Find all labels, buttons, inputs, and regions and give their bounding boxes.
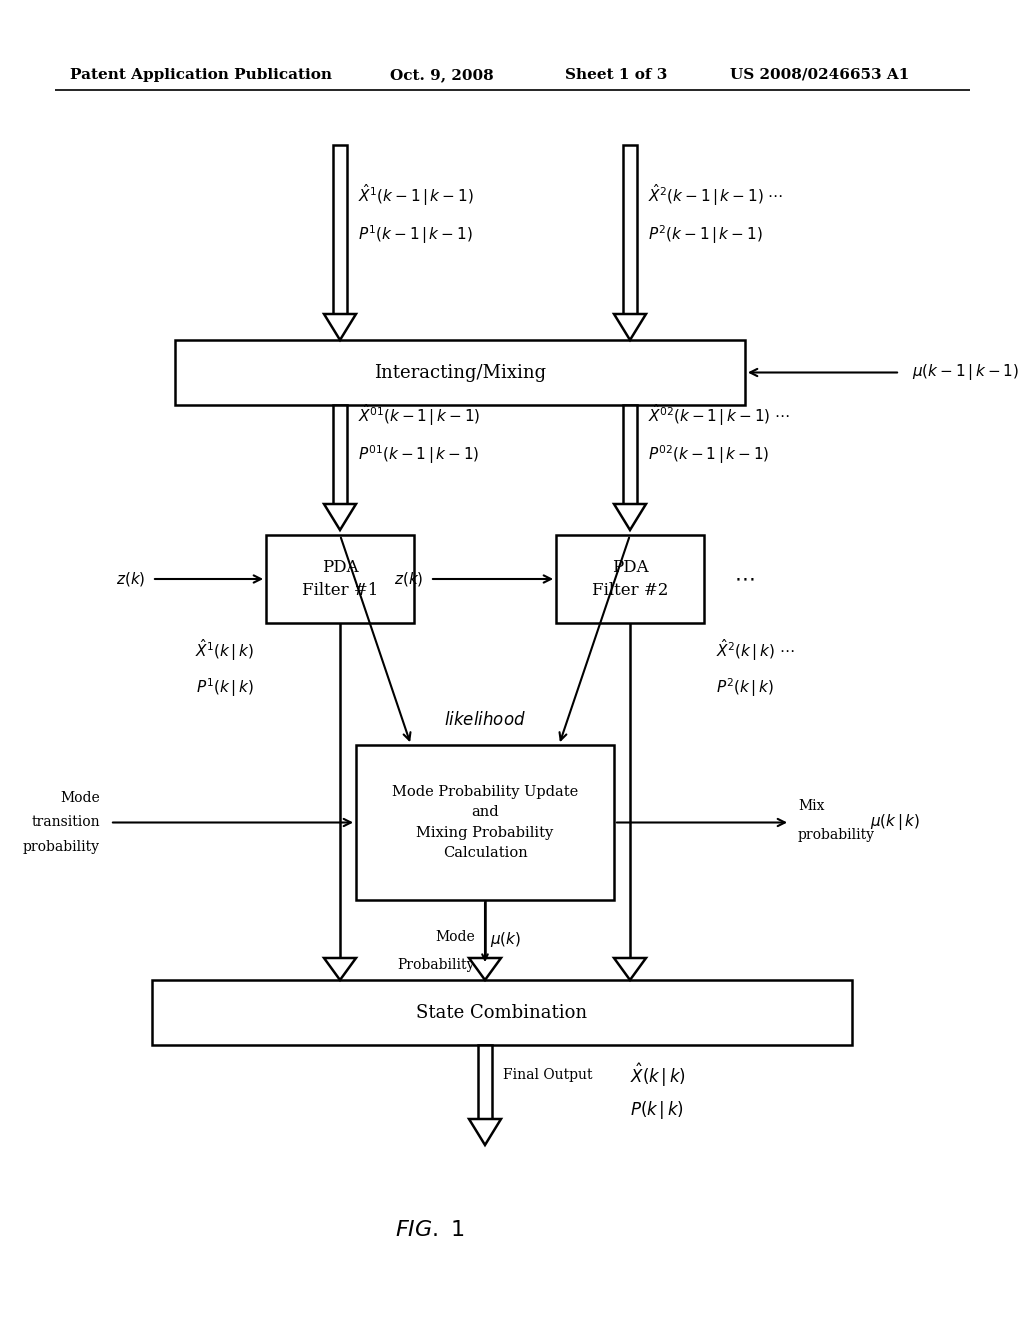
Text: $\hat{X}^{01}(k-1\,|\,k-1)$: $\hat{X}^{01}(k-1\,|\,k-1)$: [358, 403, 480, 428]
Text: Mix: Mix: [798, 800, 824, 813]
Text: $z(k)$: $z(k)$: [393, 570, 423, 587]
Text: probability: probability: [23, 841, 100, 854]
Text: $P^{01}(k-1\,|\,k-1)$: $P^{01}(k-1\,|\,k-1)$: [358, 444, 479, 466]
Text: $\hat{X}^2(k-1\,|\,k-1)\ \cdots$: $\hat{X}^2(k-1\,|\,k-1)\ \cdots$: [648, 182, 783, 209]
Text: Sheet 1 of 3: Sheet 1 of 3: [565, 69, 668, 82]
Text: PDA
Filter #1: PDA Filter #1: [302, 558, 378, 599]
Polygon shape: [614, 958, 646, 979]
Text: $\hat{X}^1(k-1\,|\,k-1)$: $\hat{X}^1(k-1\,|\,k-1)$: [358, 182, 474, 209]
Text: $\hat{X}^{02}(k-1\,|\,k-1)\ \cdots$: $\hat{X}^{02}(k-1\,|\,k-1)\ \cdots$: [648, 403, 791, 428]
Text: $P^1(k\,|\,k)$: $P^1(k\,|\,k)$: [197, 677, 254, 700]
Text: $P^2(k-1\,|\,k-1)$: $P^2(k-1\,|\,k-1)$: [648, 223, 763, 247]
Text: $P(k\,|\,k)$: $P(k\,|\,k)$: [630, 1100, 684, 1121]
Text: PDA
Filter #2: PDA Filter #2: [592, 558, 669, 599]
Bar: [623, 405, 637, 504]
Text: Probability: Probability: [397, 958, 475, 972]
Bar: [333, 145, 347, 314]
Text: Mode Probability Update
and
Mixing Probability
Calculation: Mode Probability Update and Mixing Proba…: [392, 784, 579, 861]
Text: $\mu(k-1\,|\,k-1)$: $\mu(k-1\,|\,k-1)$: [912, 363, 1019, 383]
Polygon shape: [324, 314, 356, 341]
Text: $\hat{X}^2(k\,|\,k)\ \cdots$: $\hat{X}^2(k\,|\,k)\ \cdots$: [716, 638, 795, 663]
Text: $P^2(k\,|\,k)$: $P^2(k\,|\,k)$: [716, 677, 774, 700]
Text: $\hat{X}(k\,|\,k)$: $\hat{X}(k\,|\,k)$: [630, 1061, 686, 1089]
Text: Oct. 9, 2008: Oct. 9, 2008: [390, 69, 494, 82]
Text: US 2008/0246653 A1: US 2008/0246653 A1: [730, 69, 909, 82]
Text: State Combination: State Combination: [417, 1003, 588, 1022]
Bar: [333, 405, 347, 504]
Bar: [356, 744, 614, 900]
Text: $z(k)$: $z(k)$: [116, 570, 145, 587]
Text: $\mu(k\,|\,k)$: $\mu(k\,|\,k)$: [870, 813, 921, 833]
Bar: [175, 341, 745, 405]
Text: $\hat{X}^1(k\,|\,k)$: $\hat{X}^1(k\,|\,k)$: [196, 638, 254, 663]
Text: $P^1(k-1\,|\,k-1)$: $P^1(k-1\,|\,k-1)$: [358, 223, 473, 247]
Polygon shape: [469, 958, 501, 979]
Bar: [152, 979, 852, 1045]
Bar: [478, 1045, 492, 1119]
Polygon shape: [324, 504, 356, 531]
Text: Final Output: Final Output: [503, 1068, 593, 1082]
Text: $\cdots$: $\cdots$: [734, 569, 755, 589]
Text: Mode: Mode: [435, 931, 475, 944]
Bar: [556, 535, 705, 623]
Text: $\mu(k)$: $\mu(k)$: [490, 931, 521, 949]
Bar: [266, 535, 414, 623]
Text: Mode: Mode: [60, 791, 100, 804]
Text: probability: probability: [798, 828, 874, 842]
Polygon shape: [469, 1119, 501, 1144]
Text: transition: transition: [32, 816, 100, 829]
Polygon shape: [614, 314, 646, 341]
Text: $\mathit{likelihood}$: $\mathit{likelihood}$: [444, 711, 526, 729]
Polygon shape: [614, 504, 646, 531]
Polygon shape: [324, 958, 356, 979]
Text: Patent Application Publication: Patent Application Publication: [70, 69, 332, 82]
Text: $\mathit{FIG.\ 1}$: $\mathit{FIG.\ 1}$: [395, 1218, 465, 1241]
Text: Interacting/Mixing: Interacting/Mixing: [374, 363, 546, 381]
Text: $P^{02}(k-1\,|\,k-1)$: $P^{02}(k-1\,|\,k-1)$: [648, 444, 769, 466]
Bar: [623, 145, 637, 314]
